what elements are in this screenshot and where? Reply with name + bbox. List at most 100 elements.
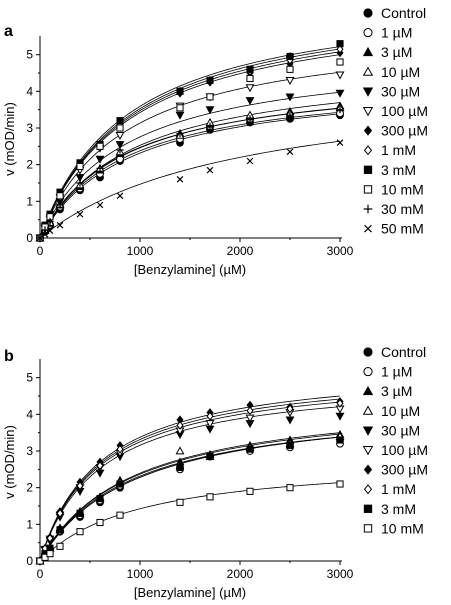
data-point: [56, 201, 64, 209]
legend-item-3-um: 3 µM: [362, 383, 412, 399]
legend-label: 30 µM: [381, 422, 420, 438]
data-point: [285, 93, 295, 102]
data-point: [206, 76, 214, 84]
data-point: [56, 192, 64, 200]
data-point: [36, 234, 44, 242]
legend-label: 100 µM: [381, 103, 428, 119]
data-point: [76, 509, 84, 517]
data-point: [176, 129, 184, 138]
legend-item-30-mm: 30 mM: [363, 201, 424, 217]
legend-label: 30 mM: [381, 201, 424, 217]
legend-label: 3 mM: [381, 501, 416, 517]
fit-curve-50-mm: [39, 140, 341, 239]
legend-item-10-um: 10 µM: [362, 64, 420, 80]
series-10-um: [35, 103, 345, 242]
legend-label: 10 mM: [381, 520, 424, 536]
fit-curve-3-mm: [39, 436, 341, 562]
data-point: [246, 445, 254, 453]
data-point: [46, 217, 54, 226]
data-point: [175, 111, 185, 120]
y-tick-label: 4: [26, 84, 33, 98]
legend-marker: [363, 185, 373, 194]
fit-curve-100-um: [39, 71, 341, 239]
fit-curve-30-um: [39, 91, 341, 239]
fit-curve-300-um: [39, 395, 341, 562]
data-point: [246, 487, 254, 495]
chart-panel-b: b 0 1 2 3 4 5 0 1000 2000 3000 [Benzylamine] (µM) v …: [2, 344, 428, 600]
legend-label: 3 µM: [381, 383, 412, 399]
legend-label: Control: [381, 344, 426, 360]
data-point: [76, 481, 84, 491]
data-point: [176, 420, 184, 430]
y-tick-label: 3: [26, 121, 33, 135]
data-point: [286, 52, 294, 61]
data-point: [41, 226, 49, 234]
data-point: [335, 71, 345, 80]
data-point: [336, 44, 344, 54]
legend-item-100-um: 100 µM: [362, 103, 428, 119]
fit-curve-control: [39, 113, 341, 239]
legend-marker: [363, 504, 373, 513]
data-point: [95, 155, 105, 164]
x-axis-label: [Benzylamine] (µM): [134, 585, 246, 600]
legend-marker: [362, 446, 374, 456]
x-tick-label: 3000: [327, 567, 354, 581]
y-axis-label: v (mOD/min): [2, 102, 17, 176]
data-point: [205, 106, 215, 115]
data-point: [116, 146, 124, 154]
data-point: [46, 227, 54, 234]
legend-label: 10 µM: [381, 403, 420, 419]
data-point: [336, 106, 344, 114]
legend-marker: [362, 46, 374, 57]
data-point: [176, 176, 184, 183]
fit-curve-3-mm: [39, 46, 341, 239]
data-point: [336, 58, 344, 66]
data-point: [336, 436, 344, 444]
series-1-mm: [36, 44, 344, 243]
data-point: [246, 74, 254, 83]
x-tick-label: 0: [37, 567, 44, 581]
data-point: [286, 404, 294, 414]
fit-curve-1-mm: [39, 48, 341, 239]
legend-label: 1 µM: [381, 25, 412, 41]
fit-curve-10-um: [39, 433, 341, 562]
legend-item-1-um: 1 µM: [363, 364, 412, 380]
legend-item-300-um: 300 µM: [363, 123, 428, 139]
panel-label: a: [4, 23, 13, 40]
data-point: [175, 446, 185, 455]
data-point: [336, 139, 344, 146]
data-point: [286, 441, 294, 450]
legend-label: 30 µM: [381, 83, 420, 99]
legend-marker: [363, 347, 373, 357]
y-tick-label: 4: [26, 407, 33, 421]
legend-item-3-um: 3 µM: [362, 44, 412, 60]
legend-label: 3 µM: [381, 44, 412, 60]
legend-marker: [363, 524, 373, 533]
legend-item-10-um: 10 µM: [362, 403, 420, 419]
legend-label: 1 µM: [381, 364, 412, 380]
series-10-mm: [36, 480, 344, 565]
legend-marker: [363, 125, 373, 136]
data-point: [335, 89, 345, 98]
data-point: [206, 122, 214, 130]
legend-item-3-mm: 3 mM: [363, 162, 416, 178]
series-control: [36, 436, 344, 565]
data-point: [116, 124, 124, 132]
data-point: [76, 210, 84, 218]
series-3-mm: [36, 436, 344, 565]
series-10-mm: [36, 58, 344, 242]
data-point: [206, 166, 214, 174]
data-point: [96, 461, 104, 471]
data-point: [115, 141, 125, 150]
fit-curve-30-um: [39, 406, 341, 562]
legend-label: 100 µM: [381, 442, 428, 458]
data-point: [336, 398, 344, 408]
y-tick-label: 1: [26, 194, 33, 208]
data-point: [41, 231, 49, 238]
legend-item-1-mm: 1 mM: [363, 142, 416, 158]
data-point: [246, 157, 254, 165]
data-point: [41, 553, 49, 561]
series-1-um: [36, 439, 344, 565]
x-tick-label: 1000: [127, 244, 154, 258]
